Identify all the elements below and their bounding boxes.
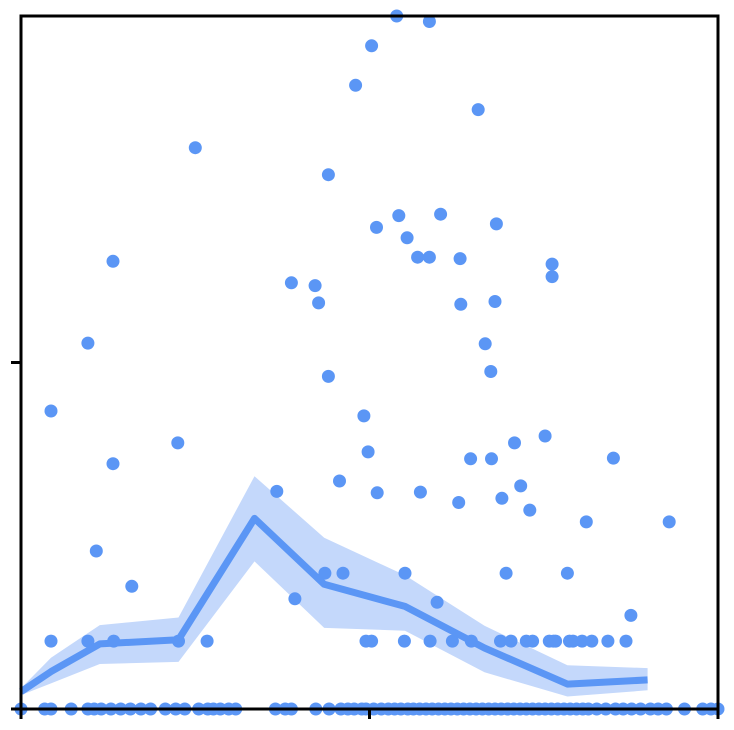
data-point [370,220,383,234]
data-point [484,365,498,378]
data-point [349,78,363,92]
data-point [422,15,436,28]
data-point [270,484,284,498]
data-point [106,457,120,471]
data-point [445,634,459,648]
data-point [489,217,503,231]
data-point [400,231,414,245]
data-point [44,634,58,648]
data-point [321,168,335,182]
data-point [538,429,552,443]
data-point [579,515,593,529]
data-point [365,634,379,648]
data-point [81,634,95,648]
data-point [318,566,332,580]
data-point [370,486,384,500]
data-point [336,566,350,580]
data-point [361,445,375,459]
data-point [284,276,298,290]
data-point [575,634,589,648]
data-point [471,103,485,117]
data-point [89,544,103,558]
data-point [81,336,95,350]
data-point [662,515,676,529]
data-point [413,485,427,499]
data-point [398,566,412,580]
data-point [495,491,509,505]
axes-layer [11,14,720,719]
data-point [188,141,202,155]
data-point [514,479,528,493]
data-point [365,39,379,53]
data-point [171,436,185,450]
data-point [523,503,537,517]
data-point [312,296,326,310]
data-point [125,579,139,593]
data-point [357,409,371,423]
data-point [585,634,599,648]
data-point [624,608,638,622]
data-point [106,254,120,268]
data-point [200,634,214,648]
data-point [508,436,521,450]
data-point [411,250,425,264]
data-point [619,634,633,648]
data-point [545,270,559,284]
data-point [392,209,406,223]
data-point [453,252,467,266]
data-point [430,595,444,609]
data-point [422,250,436,264]
data-point [333,474,346,488]
trend-line-layer [19,514,648,695]
data-point [545,257,559,271]
data-point [526,634,540,648]
data-point [423,634,437,648]
data-point [434,207,448,221]
data-point [397,634,411,648]
data-point [308,279,322,293]
data-point [464,452,478,466]
data-point [560,566,574,580]
data-point [44,404,58,418]
data-point [606,451,620,465]
trend-line [19,514,648,695]
data-point [321,369,335,383]
data-point [488,295,502,308]
data-point [504,634,518,648]
data-point [494,634,507,648]
data-point [454,297,468,311]
data-point [566,634,580,648]
data-point [601,634,615,648]
data-point [485,452,498,466]
data-point [499,566,513,580]
data-point [478,337,492,351]
data-point [547,634,560,648]
data-point [452,496,466,509]
data-point [288,592,302,606]
